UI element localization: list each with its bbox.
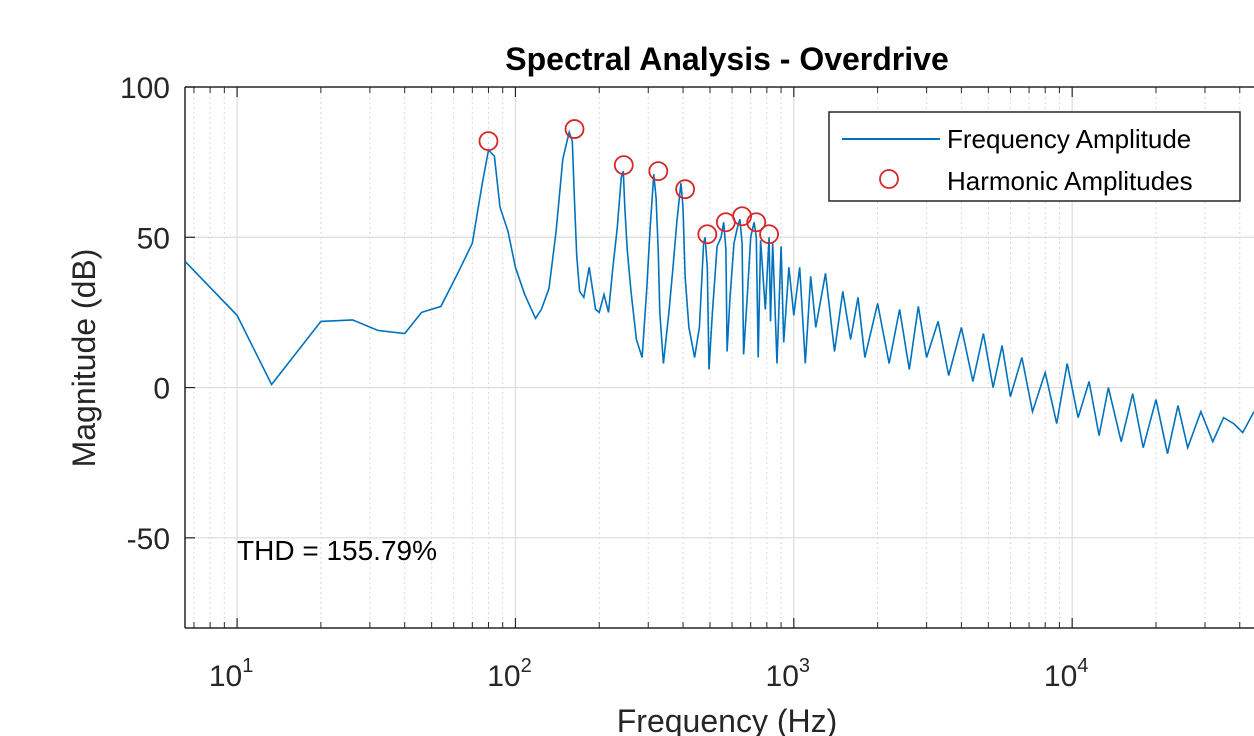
harmonic-marker	[746, 212, 767, 233]
y-tick-label: 50	[137, 222, 170, 255]
grid-lines	[185, 87, 1254, 628]
y-tick-label: 0	[153, 373, 170, 406]
legend: Frequency Amplitude Harmonic Amplitudes	[828, 111, 1241, 202]
harmonic-marker	[732, 206, 752, 227]
y-axis-label: Magnitude (dB)	[66, 249, 102, 468]
x-tick-label: 104	[1044, 655, 1089, 693]
legend-box	[828, 111, 1241, 202]
x-tick-label: 102	[487, 655, 532, 693]
x-axis-label: Frequency (Hz)	[617, 703, 838, 736]
harmonic-marker	[564, 119, 585, 139]
x-tick-label: 103	[766, 655, 811, 693]
x-tick-label: 101	[209, 655, 253, 693]
thd-annotation: THD = 155.79%	[237, 535, 437, 566]
plot-axes	[184, 86, 1254, 629]
harmonic-marker	[478, 131, 499, 152]
harmonic-marker	[759, 224, 779, 245]
plot-series	[185, 119, 1254, 454]
y-tick-labels: 100 50 0 -50	[120, 72, 170, 556]
harmonic-marker	[675, 179, 696, 200]
y-tick-label: -50	[127, 523, 170, 556]
harmonic-marker	[648, 161, 669, 182]
frequency-amplitude-line	[185, 129, 1254, 454]
chart-title: Spectral Analysis - Overdrive	[505, 41, 948, 77]
harmonic-marker	[697, 224, 718, 245]
y-tick-label: 100	[120, 72, 170, 105]
harmonic-marker	[613, 155, 634, 176]
legend-entry-frequency-amplitude: Frequency Amplitude	[947, 124, 1191, 154]
x-tick-labels: 101 102 103 104	[209, 655, 1089, 693]
legend-marker-swatch	[879, 169, 899, 189]
legend-entry-harmonic-amplitudes: Harmonic Amplitudes	[947, 166, 1193, 196]
